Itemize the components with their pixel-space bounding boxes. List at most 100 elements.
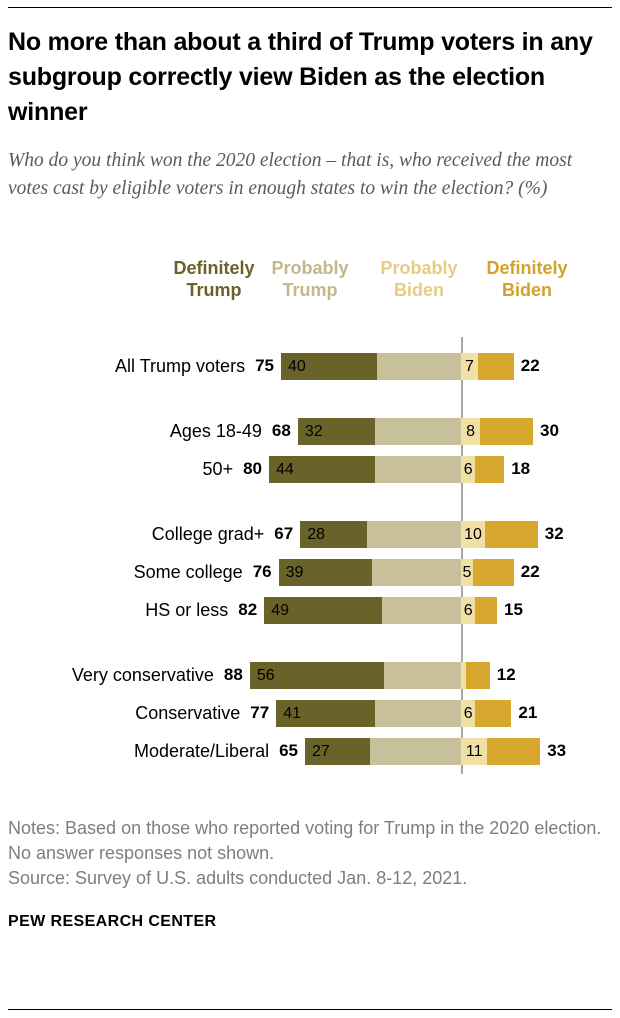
notes-text: Notes: Based on those who reported votin…: [8, 818, 602, 863]
trump-side: All Trump voters 75 40: [0, 347, 461, 385]
category-label: 50+: [202, 458, 234, 479]
probably-trump-segment: [374, 417, 461, 445]
probably-biden-segment: 8: [461, 417, 481, 445]
net-biden-value: 18: [511, 459, 531, 478]
net-biden-value: 32: [544, 524, 564, 543]
net-biden-value: 12: [496, 665, 516, 684]
definitely-biden-segment: [480, 417, 533, 445]
probably-trump-segment: [377, 352, 461, 380]
definitely-biden-segment: [487, 737, 541, 765]
trump-side: Very conservative 88 56: [0, 656, 461, 694]
category-label: Some college: [133, 561, 243, 582]
chart-subtitle: Who do you think won the 2020 election –…: [8, 150, 573, 199]
definitely-trump-segment: 28: [300, 520, 368, 548]
chart-title: No more than about a third of Trump vote…: [8, 28, 593, 126]
category-label: Moderate/Liberal: [134, 740, 270, 761]
definitely-trump-segment: 56: [249, 661, 385, 689]
net-trump-value: 75: [255, 356, 274, 375]
chart: All Trump voters 75 40 7 22 Ages 18-49 68 32 8 30…: [0, 337, 620, 774]
probably-biden-value: 6: [463, 601, 473, 619]
top-rule: [8, 7, 612, 8]
probably-trump-segment: [367, 520, 461, 548]
definitely-biden-segment: [475, 455, 505, 483]
definitely-trump-segment: 32: [297, 417, 375, 445]
definitely-trump-value: 56: [256, 666, 275, 684]
trump-side: HS or less 82 49: [0, 591, 461, 629]
category-label: Very conservative: [71, 664, 214, 685]
chart-row: College grad+ 67 28 10 32: [0, 515, 620, 553]
probably-biden-value: 7: [464, 357, 474, 375]
probably-biden-value: 5: [462, 563, 472, 581]
probably-trump-segment: [384, 661, 461, 689]
probably-biden-value: 10: [464, 525, 482, 543]
biden-side: 6 18: [461, 450, 530, 488]
category-label: Conservative: [135, 702, 241, 723]
definitely-trump-segment: 27: [305, 737, 370, 765]
biden-side: 6 21: [461, 694, 537, 732]
chart-row: Conservative 77 41 6 21: [0, 694, 620, 732]
trump-side: Moderate/Liberal 65 27: [0, 732, 461, 770]
legend-item-definitely-trump: Definitely Trump: [173, 258, 255, 300]
brand-label: PEW RESEARCH CENTER: [8, 913, 217, 930]
net-trump-value: 65: [279, 741, 299, 760]
definitely-biden-segment: [475, 699, 512, 727]
definitely-trump-value: 39: [285, 563, 304, 581]
definitely-trump-segment: 40: [281, 352, 377, 380]
chart-rows: All Trump voters 75 40 7 22 Ages 18-49 68 32 8 30…: [0, 337, 620, 774]
biden-side: 5 22: [461, 553, 540, 591]
probably-biden-segment: 11: [461, 737, 488, 765]
probably-biden-value: 11: [465, 742, 483, 760]
chart-row: 50+ 80 44 6 18: [0, 450, 620, 488]
net-biden-value: 22: [520, 562, 540, 581]
trump-side: 50+ 80 44: [0, 450, 461, 488]
biden-side: 8 30: [461, 412, 559, 450]
net-trump-value: 80: [243, 459, 263, 478]
axis-divider-line: [461, 337, 463, 774]
category-label: Ages 18-49: [169, 420, 262, 441]
probably-trump-segment: [369, 737, 461, 765]
definitely-trump-value: 44: [276, 460, 294, 478]
category-label: HS or less: [145, 599, 229, 620]
definitely-biden-segment: [477, 352, 514, 380]
biden-side: 6 15: [461, 591, 523, 629]
net-trump-value: 76: [252, 562, 272, 581]
trump-side: College grad+ 67 28: [0, 515, 461, 553]
trump-side: Conservative 77 41: [0, 694, 461, 732]
definitely-trump-value: 28: [307, 525, 326, 543]
biden-side: 10 32: [461, 515, 564, 553]
net-trump-value: 67: [274, 524, 294, 543]
definitely-biden-segment: [473, 558, 514, 586]
category-label: All Trump voters: [115, 355, 246, 376]
probably-biden-value: 6: [463, 704, 473, 722]
probably-biden-segment: 10: [461, 520, 485, 548]
chart-row: Some college 76 39 5 22: [0, 553, 620, 591]
source-text: Source: Survey of U.S. adults conducted …: [8, 868, 468, 888]
probably-trump-segment: [381, 596, 461, 624]
probably-biden-segment: [461, 661, 466, 689]
probably-biden-segment: 6: [461, 699, 476, 727]
definitely-biden-segment: [475, 596, 497, 624]
net-trump-value: 88: [223, 665, 243, 684]
biden-side: 7 22: [461, 347, 540, 385]
biden-side: 12: [461, 656, 516, 694]
definitely-trump-value: 40: [288, 357, 306, 375]
chart-row: All Trump voters 75 40 7 22: [0, 347, 620, 385]
category-label: College grad+: [151, 523, 265, 544]
net-biden-value: 22: [520, 356, 540, 375]
definitely-biden-segment: [485, 520, 538, 548]
chart-row: HS or less 82 49 6 15: [0, 591, 620, 629]
definitely-trump-value: 41: [283, 704, 302, 722]
trump-side: Ages 18-49 68 32: [0, 412, 461, 450]
legend-item-definitely-biden: Definitely Biden: [486, 258, 568, 300]
definitely-trump-segment: 44: [269, 455, 375, 483]
legend-item-probably-biden: Probably Biden: [380, 258, 458, 300]
net-trump-value: 68: [271, 421, 291, 440]
net-trump-value: 77: [250, 703, 270, 722]
chart-row: Very conservative 88 56 12: [0, 656, 620, 694]
probably-biden-segment: 6: [461, 596, 476, 624]
probably-trump-segment: [374, 699, 461, 727]
biden-side: 11 33: [461, 732, 566, 770]
net-biden-value: 33: [547, 741, 567, 760]
chart-row: Ages 18-49 68 32 8 30: [0, 412, 620, 450]
